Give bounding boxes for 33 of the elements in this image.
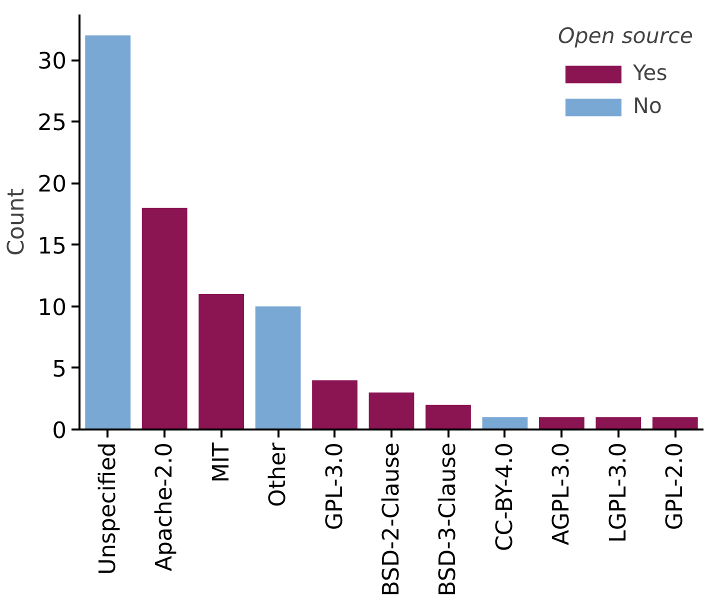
legend-title: Open source [558, 24, 693, 49]
bar [312, 380, 358, 430]
y-tick-label: 5 [52, 356, 67, 382]
bar [652, 417, 698, 430]
x-tick-label: MIT [208, 442, 234, 483]
bar [596, 417, 642, 430]
y-tick-label: 25 [38, 110, 67, 136]
bar [198, 294, 244, 430]
x-tick-label: BSD-2-Clause [378, 442, 404, 596]
bar [142, 208, 188, 430]
y-tick-label: 20 [38, 172, 67, 198]
x-tick-label: AGPL-3.0 [548, 442, 575, 546]
bar [368, 392, 414, 430]
legend-label: No [632, 94, 662, 119]
y-tick-label: 0 [52, 418, 67, 444]
y-tick-label: 15 [38, 233, 67, 260]
bar [85, 35, 131, 430]
y-tick-label: 30 [38, 48, 67, 75]
bar [426, 404, 471, 430]
x-tick-label: CC-BY-4.0 [492, 442, 518, 552]
bar [255, 306, 301, 430]
bar [538, 417, 584, 430]
x-tick-label: GPL-2.0 [662, 442, 688, 530]
y-tick-label: 10 [38, 294, 67, 321]
bar [482, 417, 528, 430]
x-tick-label: GPL-3.0 [322, 442, 348, 530]
legend-label: Yes [632, 61, 668, 86]
x-tick-label: Apache-2.0 [152, 442, 178, 572]
x-tick-label: LGPL-3.0 [605, 442, 632, 543]
x-tick-label: BSD-3-Clause [435, 442, 462, 596]
y-axis-title: Count [4, 188, 30, 256]
x-tick-label: Other [265, 442, 292, 507]
x-tick-label: Unspecified [94, 442, 121, 575]
